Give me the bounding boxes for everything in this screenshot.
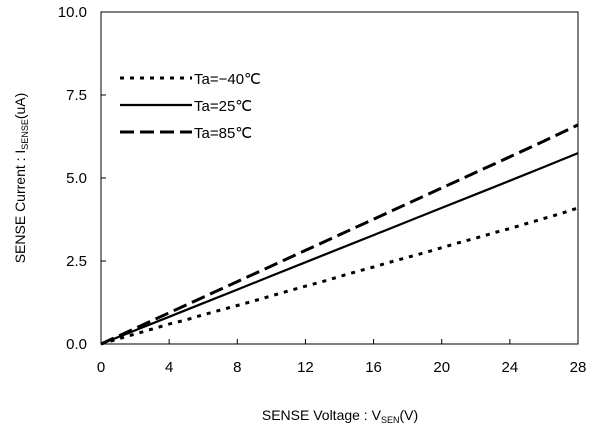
y-axis-title-suffix: (uA) xyxy=(12,93,28,119)
x-tick-label: 4 xyxy=(165,359,173,376)
legend-label-3: Ta=85℃ xyxy=(194,125,252,142)
series-line-1 xyxy=(100,206,579,346)
x-axis-title-suffix: (V) xyxy=(399,407,418,423)
legend: Ta=−40℃ Ta=25℃ Ta=85℃ xyxy=(120,71,261,142)
y-axis-title-sub: SENSE xyxy=(20,119,30,150)
x-tick-label: 24 xyxy=(502,359,519,376)
x-axis-title: SENSE Voltage : VSEN(V) xyxy=(262,407,418,425)
plot-area xyxy=(100,11,579,345)
x-tick-label: 0 xyxy=(97,359,105,376)
y-tick-label: 2.5 xyxy=(66,253,87,270)
series-line-2 xyxy=(100,152,579,346)
series-line-3 xyxy=(100,123,579,346)
x-tick-label: 12 xyxy=(297,359,314,376)
legend-label-1: Ta=−40℃ xyxy=(194,71,261,88)
x-tick-label: 16 xyxy=(365,359,382,376)
x-axis-title-sub: SEN xyxy=(381,415,400,425)
y-tick-label: 7.5 xyxy=(66,87,87,104)
y-axis-title-main: SENSE Current : I xyxy=(12,150,28,264)
x-axis: 0 4 8 12 16 20 24 28 xyxy=(97,339,587,376)
y-tick-label: 0.0 xyxy=(66,336,87,353)
x-axis-title-main: SENSE Voltage : V xyxy=(262,407,382,423)
x-tick-label: 20 xyxy=(433,359,450,376)
x-tick-label: 28 xyxy=(570,359,587,376)
y-axis: 0.0 2.5 5.0 7.5 10.0 xyxy=(58,4,106,353)
legend-label-2: Ta=25℃ xyxy=(194,98,252,115)
y-axis-title: SENSE Current : ISENSE(uA) xyxy=(12,93,30,264)
y-tick-label: 10.0 xyxy=(58,4,87,21)
series-group xyxy=(100,123,579,346)
x-tick-label: 8 xyxy=(233,359,241,376)
y-tick-label: 5.0 xyxy=(66,170,87,187)
